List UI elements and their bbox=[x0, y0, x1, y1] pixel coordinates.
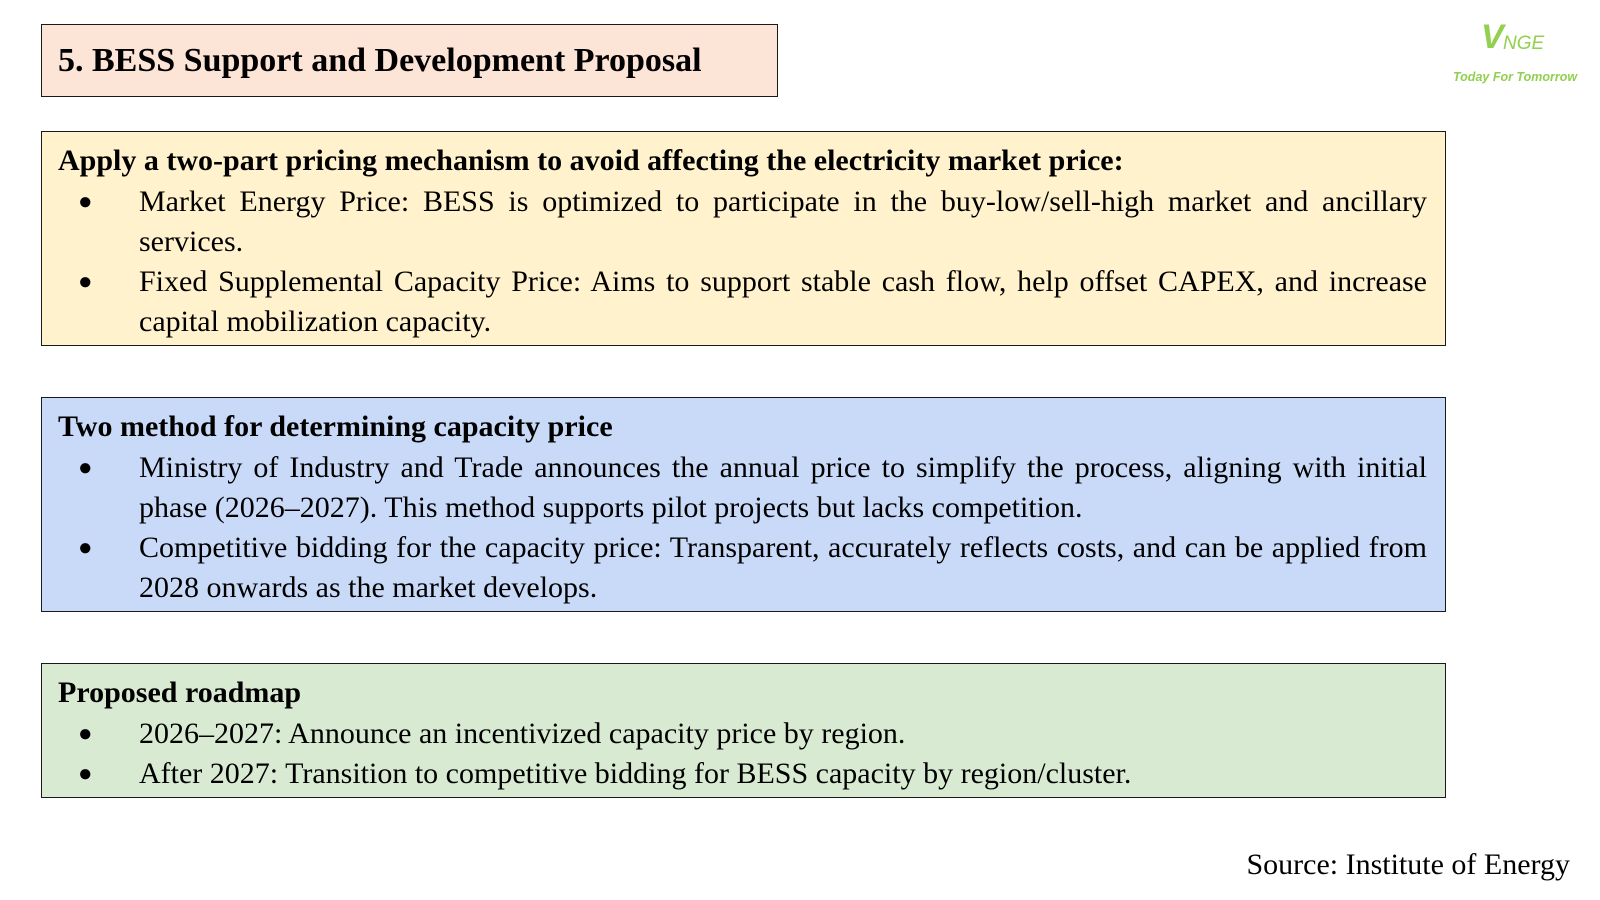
bullet-list: ● Ministry of Industry and Trade announc… bbox=[58, 448, 1427, 608]
bullet-text: Fixed Supplemental Capacity Price: Aims … bbox=[139, 265, 1427, 338]
list-item: ● Fixed Supplemental Capacity Price: Aim… bbox=[58, 262, 1427, 342]
bullet-list: ● Market Energy Price: BESS is optimized… bbox=[58, 182, 1427, 342]
list-item: ● Competitive bidding for the capacity p… bbox=[58, 528, 1427, 608]
list-item: ● 2026–2027: Announce an incentivized ca… bbox=[58, 714, 1427, 754]
logo-letter-v: V bbox=[1481, 18, 1504, 56]
bullet-text: Ministry of Industry and Trade announces… bbox=[139, 451, 1427, 524]
bullet-icon: ● bbox=[78, 721, 93, 747]
bullet-text: 2026–2027: Announce an incentivized capa… bbox=[139, 717, 906, 750]
list-item: ● Ministry of Industry and Trade announc… bbox=[58, 448, 1427, 528]
panel-heading: Two method for determining capacity pric… bbox=[58, 410, 613, 443]
bullet-icon: ● bbox=[78, 535, 93, 561]
panel-heading: Apply a two-part pricing mechanism to av… bbox=[58, 144, 1124, 177]
logo-tagline: Today For Tomorrow bbox=[1453, 70, 1578, 84]
bullet-text: Market Energy Price: BESS is optimized t… bbox=[139, 185, 1427, 258]
title-box: 5. BESS Support and Development Proposal bbox=[41, 24, 778, 97]
bullet-text: Competitive bidding for the capacity pri… bbox=[139, 531, 1427, 604]
list-item: ● After 2027: Transition to competitive … bbox=[58, 754, 1427, 794]
panel-heading: Proposed roadmap bbox=[58, 676, 302, 709]
bullet-icon: ● bbox=[78, 189, 93, 215]
list-item: ● Market Energy Price: BESS is optimized… bbox=[58, 182, 1427, 262]
page-title: 5. BESS Support and Development Proposal bbox=[58, 41, 702, 79]
bullet-icon: ● bbox=[78, 269, 93, 295]
bullet-icon: ● bbox=[78, 761, 93, 787]
bullet-text: After 2027: Transition to competitive bi… bbox=[139, 757, 1132, 790]
source-note: Source: Institute of Energy bbox=[1246, 848, 1570, 881]
bullet-list: ● 2026–2027: Announce an incentivized ca… bbox=[58, 714, 1427, 794]
proposed-roadmap-panel: Proposed roadmap ● 2026–2027: Announce a… bbox=[41, 663, 1446, 798]
vnge-logo: V NGE Today For Tomorrow bbox=[1445, 18, 1590, 90]
logo-letters-nge: NGE bbox=[1503, 33, 1545, 54]
pricing-mechanism-panel: Apply a two-part pricing mechanism to av… bbox=[41, 131, 1446, 346]
bullet-icon: ● bbox=[78, 455, 93, 481]
logo-mark: V NGE bbox=[1481, 18, 1561, 62]
capacity-price-method-panel: Two method for determining capacity pric… bbox=[41, 397, 1446, 612]
